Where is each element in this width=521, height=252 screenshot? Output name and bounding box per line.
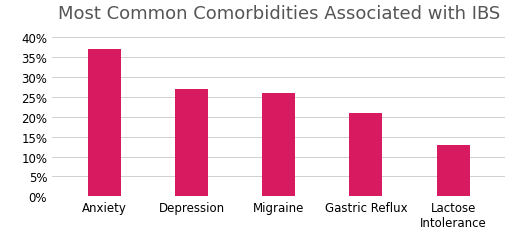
Title: Most Common Comorbidities Associated with IBS: Most Common Comorbidities Associated wit… [58,5,500,23]
Bar [88,50,121,197]
Bar [262,93,295,197]
Bar [437,145,469,197]
Bar [175,90,208,197]
Bar [350,113,382,197]
